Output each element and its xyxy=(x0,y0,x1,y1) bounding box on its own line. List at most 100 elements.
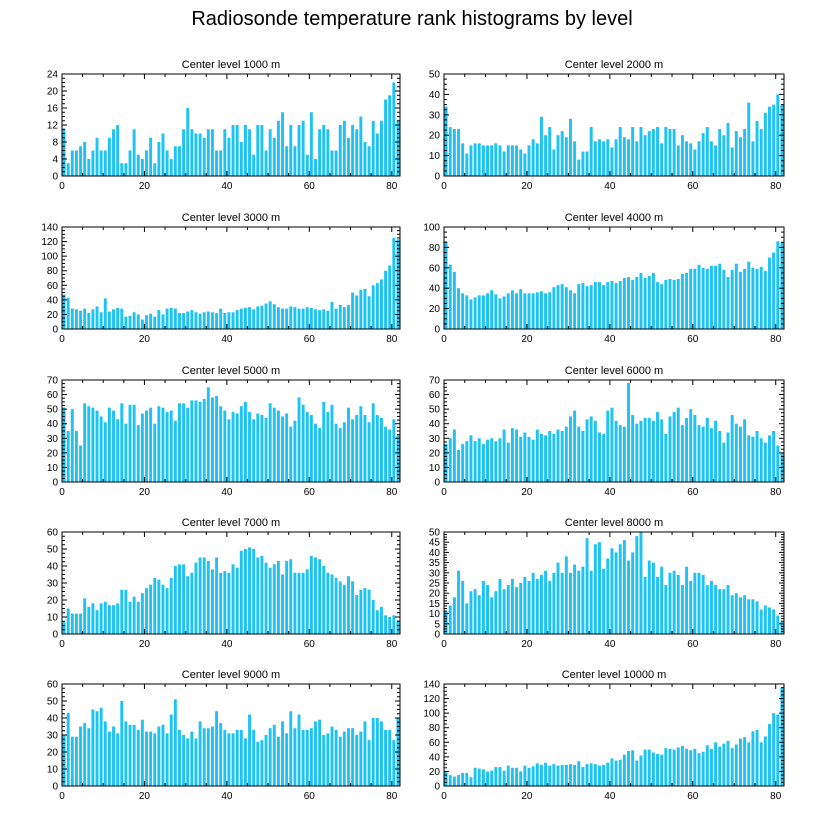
y-tick-label: 35 xyxy=(429,558,441,569)
panel-title: Center level 10000 m xyxy=(562,669,667,681)
y-tick-label: 60 xyxy=(47,281,59,292)
histogram-bar xyxy=(697,141,701,176)
histogram-bar xyxy=(314,309,317,329)
histogram-bar xyxy=(622,540,626,634)
histogram-bar xyxy=(140,159,144,176)
histogram-bar xyxy=(718,129,722,176)
y-tick-label: 30 xyxy=(47,434,59,445)
y-tick-label: 45 xyxy=(429,538,441,549)
histogram-bar xyxy=(714,265,718,329)
histogram-bar xyxy=(768,257,771,329)
y-tick-label: 10 xyxy=(429,463,441,474)
histogram-bar xyxy=(70,409,74,482)
y-tick-label: 0 xyxy=(52,630,58,641)
histogram-bar xyxy=(714,420,718,482)
x-tick-label: 60 xyxy=(687,791,699,802)
histogram-bar xyxy=(689,580,693,634)
histogram-bar xyxy=(116,125,120,176)
histogram-bar xyxy=(539,764,543,786)
histogram-bar xyxy=(494,143,498,176)
histogram-bar xyxy=(272,137,276,176)
histogram-bar xyxy=(322,125,326,176)
histogram-bar xyxy=(338,736,342,786)
histogram-bar xyxy=(469,299,473,329)
histogram-bar xyxy=(392,615,396,634)
histogram-bar xyxy=(107,731,111,786)
histogram-bar xyxy=(448,775,452,786)
histogram-bar xyxy=(256,413,260,482)
y-tick-label: 10 xyxy=(429,609,441,620)
histogram-bar xyxy=(239,142,243,176)
histogram-bar xyxy=(219,308,223,329)
y-tick-label: 0 xyxy=(52,172,58,183)
histogram-bar xyxy=(610,407,614,482)
histogram-bar xyxy=(95,306,99,329)
histogram-bar xyxy=(759,742,763,786)
histogram-bar xyxy=(639,127,643,176)
histogram-bar xyxy=(305,569,309,634)
histogram-bar xyxy=(676,279,680,329)
histogram-bar xyxy=(132,312,136,329)
y-tick-label: 40 xyxy=(429,419,441,430)
histogram-bar xyxy=(705,745,709,786)
histogram-bar xyxy=(465,153,469,176)
histogram-bar xyxy=(276,307,280,329)
y-tick-label: 40 xyxy=(47,714,59,725)
histogram-bar xyxy=(585,764,589,786)
histogram-bar xyxy=(149,313,153,329)
histogram-bar xyxy=(606,139,610,176)
histogram-bar xyxy=(112,129,115,176)
y-tick-label: 4 xyxy=(52,155,58,166)
y-tick-label: 80 xyxy=(47,266,59,277)
histogram-bar xyxy=(635,276,639,329)
histogram-bar xyxy=(481,580,485,634)
histogram-bar xyxy=(342,120,346,176)
histogram-bar xyxy=(772,609,776,634)
histogram-bar xyxy=(66,712,70,786)
x-tick-label: 60 xyxy=(687,334,699,345)
histogram-bar xyxy=(231,412,235,482)
histogram-bar xyxy=(780,621,784,634)
histogram-bar xyxy=(260,305,264,329)
x-tick-label: 40 xyxy=(604,639,616,650)
histogram-bar xyxy=(66,431,70,482)
histogram-bar xyxy=(747,599,751,634)
x-tick-label: 40 xyxy=(221,334,233,345)
histogram-bar xyxy=(285,413,289,482)
histogram-bar xyxy=(759,129,763,176)
histogram-bar xyxy=(461,143,465,176)
histogram-bar xyxy=(359,406,363,482)
histogram-bar xyxy=(465,603,469,634)
histogram-bar xyxy=(772,713,776,786)
histogram-bar xyxy=(552,764,556,786)
histogram-bar xyxy=(701,574,705,634)
histogram-bar xyxy=(668,748,672,786)
histogram-bar xyxy=(252,309,256,329)
histogram-bar xyxy=(672,129,676,176)
histogram-bar xyxy=(751,599,755,634)
histogram-bar xyxy=(66,608,70,634)
histogram-bar xyxy=(169,410,173,482)
histogram-bar xyxy=(709,748,713,786)
histogram-bar xyxy=(355,594,359,634)
histogram-bar xyxy=(87,159,91,176)
histogram-bar xyxy=(506,585,510,634)
histogram-bar xyxy=(664,748,668,786)
histogram-bar xyxy=(647,417,651,482)
histogram-bar xyxy=(506,442,510,482)
histogram-bar xyxy=(768,724,771,786)
histogram-bar xyxy=(326,412,330,482)
histogram-bar xyxy=(701,426,705,482)
x-tick-label: 60 xyxy=(304,334,316,345)
histogram-bar xyxy=(747,435,751,482)
histogram-bar xyxy=(685,141,689,176)
histogram-bar xyxy=(693,748,697,786)
histogram-bar xyxy=(490,145,494,176)
histogram-bar xyxy=(116,603,120,634)
histogram-bar xyxy=(714,742,718,786)
y-tick-label: 60 xyxy=(429,263,441,274)
x-tick-label: 20 xyxy=(139,181,151,192)
histogram-bar xyxy=(747,102,751,176)
histogram-bar xyxy=(178,312,181,329)
histogram-bar xyxy=(322,309,326,329)
